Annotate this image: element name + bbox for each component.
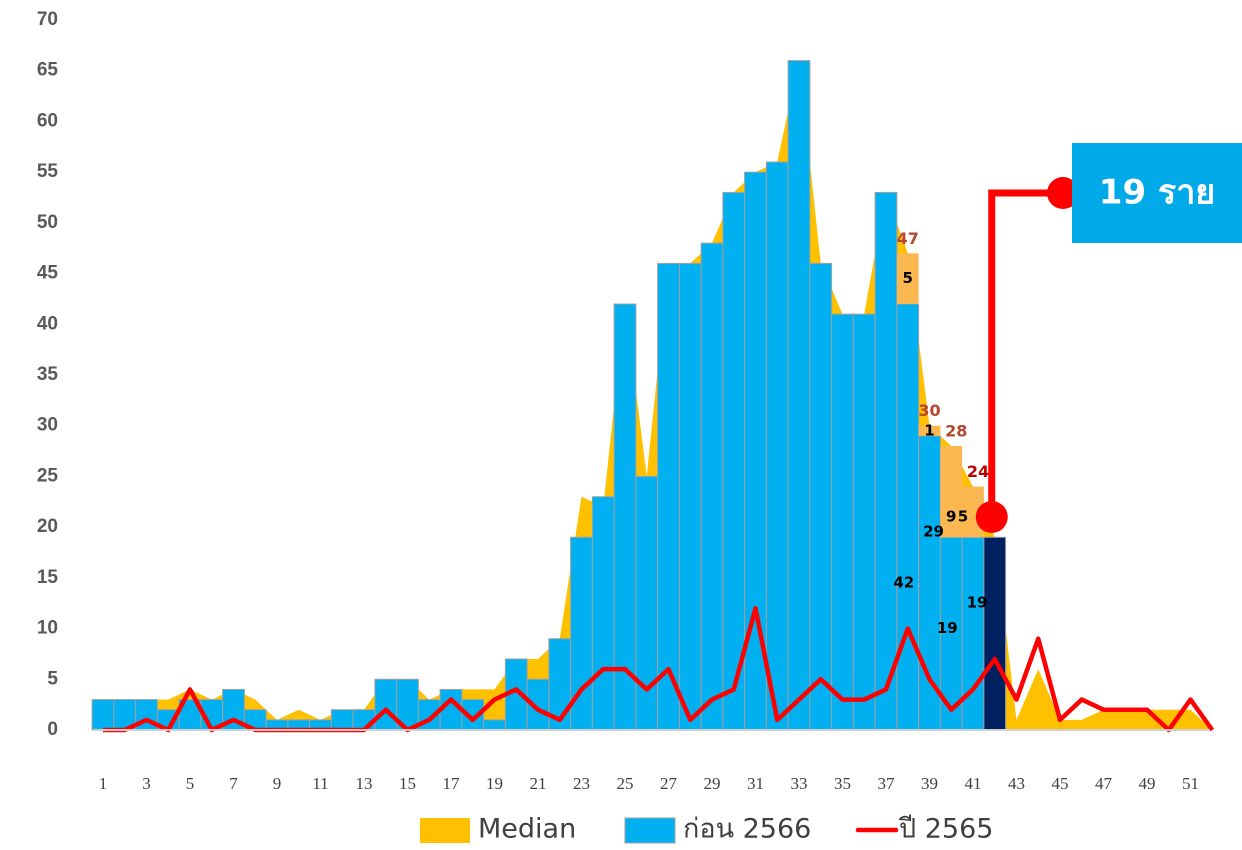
y-tick-label: 0 (47, 719, 58, 740)
x-tick-label: 37 (878, 774, 896, 793)
data-label: 29 (923, 523, 944, 541)
x-tick-label: 13 (356, 774, 373, 793)
total-label: 28 (945, 422, 967, 441)
bar (874, 191, 898, 731)
x-tick-label: 49 (1139, 774, 1156, 793)
legend-swatch (624, 817, 676, 844)
y-tick-label: 60 (37, 110, 58, 131)
x-tick-label: 21 (530, 774, 547, 793)
bar (657, 262, 680, 731)
bar (961, 536, 985, 731)
bar (787, 60, 811, 731)
x-tick-label: 17 (443, 774, 461, 793)
callout-box (1072, 143, 1242, 243)
bar (940, 446, 963, 538)
bar (765, 161, 789, 731)
y-tick-label: 10 (37, 618, 58, 639)
x-tick-label: 35 (834, 774, 851, 793)
bar (983, 536, 1007, 731)
x-tick-label: 5 (186, 774, 195, 793)
x-tick-label: 41 (965, 774, 982, 793)
data-label: 19 (967, 594, 988, 612)
x-tick-label: 1 (99, 774, 108, 793)
bar (678, 262, 702, 731)
x-tick-label: 43 (1008, 774, 1025, 793)
bar (483, 719, 506, 731)
bar (831, 313, 854, 731)
legend-swatch (420, 818, 470, 843)
bar (374, 678, 398, 731)
bar (852, 313, 876, 731)
legend-label: ปี 2565 (899, 814, 994, 845)
callout-text: 19 ราย (1099, 173, 1215, 213)
y-tick-label: 5 (47, 668, 58, 689)
bar (330, 709, 354, 731)
total-label: 24 (967, 462, 989, 481)
y-tick-label: 20 (37, 516, 58, 537)
bar (91, 699, 115, 731)
y-tick-label: 65 (37, 60, 59, 81)
bar (635, 475, 659, 731)
data-label: 19 (937, 619, 958, 637)
total-label: 30 (918, 401, 940, 420)
bar (613, 303, 637, 731)
bar (809, 262, 833, 731)
x-tick-label: 3 (142, 774, 151, 793)
bar (896, 303, 920, 731)
x-tick-label: 25 (617, 774, 634, 793)
bar (896, 253, 919, 304)
x-tick-label: 31 (747, 774, 764, 793)
callout-line (988, 189, 1063, 517)
y-tick-label: 40 (37, 313, 58, 334)
x-tick-label: 45 (1052, 774, 1069, 793)
legend-label: Median (478, 814, 576, 845)
y-tick-label: 55 (37, 161, 59, 182)
total-label: 47 (897, 229, 919, 248)
x-tick-label: 23 (573, 774, 590, 793)
stack-label: 5 (958, 508, 968, 526)
y-tick-label: 50 (37, 212, 58, 233)
x-tick-label: 15 (399, 774, 416, 793)
x-tick-label: 29 (704, 774, 721, 793)
y-tick-label: 30 (37, 415, 58, 436)
plot: 42 29 19 19 5 47 130 9 28 5 24 (91, 60, 1215, 733)
y-tick-label: 25 (37, 465, 59, 486)
x-tick-label: 11 (312, 774, 328, 793)
x-tick-label: 39 (921, 774, 938, 793)
x-tick-label: 19 (486, 774, 503, 793)
callout-dot (975, 501, 1008, 533)
x-tick-label: 9 (273, 774, 282, 793)
callout-dot (1047, 177, 1079, 209)
y-tick-label: 35 (37, 364, 59, 385)
y-tick-label: 45 (37, 263, 59, 284)
x-tick-label: 51 (1182, 774, 1199, 793)
y-tick-label: 70 (37, 9, 58, 30)
x-tick-label: 7 (229, 774, 238, 793)
bar (918, 425, 941, 436)
stack-label: 1 (924, 421, 934, 439)
y-tick-label: 15 (37, 567, 59, 588)
data-label: 42 (893, 573, 914, 591)
bar (722, 191, 746, 731)
stack-label: 5 (903, 269, 913, 287)
bar (918, 435, 941, 731)
x-tick-label: 33 (791, 774, 808, 793)
bar (700, 242, 724, 731)
x-tick-label: 47 (1095, 774, 1113, 793)
bar (591, 496, 615, 731)
stack-label: 9 (946, 508, 956, 526)
legend-label: ก่อน 2566 (683, 814, 811, 845)
x-tick-label: 27 (660, 774, 678, 793)
